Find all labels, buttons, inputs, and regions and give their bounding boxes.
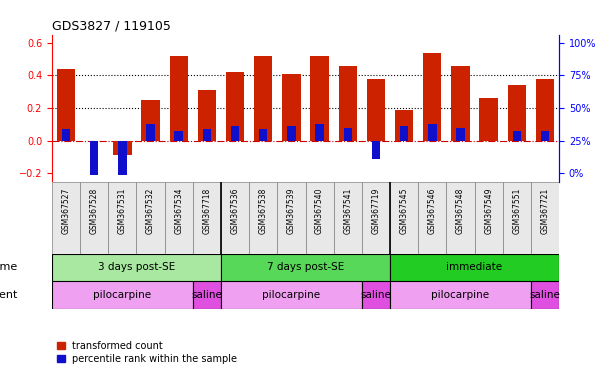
Text: agent: agent: [0, 290, 18, 300]
Legend: transformed count, percentile rank within the sample: transformed count, percentile rank withi…: [57, 341, 237, 364]
Text: saline: saline: [530, 290, 560, 300]
Text: GSM367527: GSM367527: [62, 187, 70, 234]
Bar: [508, 85, 526, 141]
Text: saline: saline: [360, 290, 392, 300]
Bar: [175, 131, 183, 141]
Text: pilocarpine: pilocarpine: [262, 290, 321, 300]
Text: GSM367548: GSM367548: [456, 187, 465, 234]
Bar: [395, 110, 413, 141]
Bar: [334, 182, 362, 253]
Bar: [108, 182, 136, 253]
Text: time: time: [0, 262, 18, 272]
Bar: [390, 182, 418, 253]
Bar: [193, 281, 221, 309]
Bar: [52, 182, 80, 253]
Bar: [310, 56, 329, 141]
Text: GSM367549: GSM367549: [484, 187, 493, 234]
Bar: [306, 182, 334, 253]
Text: GSM367534: GSM367534: [174, 187, 183, 234]
Bar: [254, 56, 273, 141]
Bar: [198, 90, 216, 141]
Bar: [259, 129, 268, 141]
Bar: [367, 79, 385, 141]
Bar: [57, 69, 75, 141]
Bar: [531, 281, 559, 309]
Text: GSM367536: GSM367536: [230, 187, 240, 234]
Bar: [231, 126, 240, 141]
Bar: [193, 182, 221, 253]
Text: immediate: immediate: [447, 262, 503, 272]
Text: pilocarpine: pilocarpine: [431, 290, 489, 300]
Bar: [343, 128, 352, 141]
Bar: [362, 281, 390, 309]
Bar: [338, 66, 357, 141]
Bar: [480, 98, 498, 141]
Text: GSM367546: GSM367546: [428, 187, 437, 234]
Text: GSM367719: GSM367719: [371, 187, 381, 234]
Bar: [513, 131, 521, 141]
Text: GSM367718: GSM367718: [202, 187, 211, 233]
Bar: [52, 253, 221, 281]
Bar: [170, 56, 188, 141]
Bar: [221, 182, 249, 253]
Bar: [282, 74, 301, 141]
Bar: [503, 182, 531, 253]
Bar: [423, 53, 441, 141]
Bar: [118, 141, 126, 175]
Text: GSM367539: GSM367539: [287, 187, 296, 234]
Text: GSM367551: GSM367551: [512, 187, 521, 234]
Bar: [428, 124, 436, 141]
Text: 7 days post-SE: 7 days post-SE: [267, 262, 344, 272]
Bar: [136, 182, 164, 253]
Bar: [164, 182, 193, 253]
Bar: [221, 253, 390, 281]
Text: GSM367531: GSM367531: [118, 187, 127, 234]
Bar: [221, 281, 362, 309]
Bar: [452, 66, 470, 141]
Bar: [447, 182, 475, 253]
Bar: [390, 281, 531, 309]
Bar: [226, 72, 244, 141]
Text: GSM367528: GSM367528: [90, 187, 99, 233]
Bar: [371, 141, 380, 159]
Text: GSM367532: GSM367532: [146, 187, 155, 234]
Bar: [531, 182, 559, 253]
Text: 3 days post-SE: 3 days post-SE: [98, 262, 175, 272]
Bar: [249, 182, 277, 253]
Bar: [418, 182, 447, 253]
Text: GSM367545: GSM367545: [400, 187, 409, 234]
Bar: [315, 124, 324, 141]
Bar: [400, 126, 408, 141]
Text: GSM367540: GSM367540: [315, 187, 324, 234]
Bar: [52, 281, 193, 309]
Bar: [456, 128, 465, 141]
Bar: [287, 126, 296, 141]
Bar: [541, 131, 549, 141]
Bar: [146, 124, 155, 141]
Text: saline: saline: [191, 290, 222, 300]
Bar: [277, 182, 306, 253]
Bar: [390, 253, 559, 281]
Bar: [362, 182, 390, 253]
Bar: [141, 100, 159, 141]
Bar: [475, 182, 503, 253]
Bar: [203, 129, 211, 141]
Bar: [80, 182, 108, 253]
Bar: [90, 141, 98, 175]
Text: GDS3827 / 119105: GDS3827 / 119105: [52, 19, 171, 32]
Text: GSM367538: GSM367538: [258, 187, 268, 234]
Text: GSM367541: GSM367541: [343, 187, 353, 234]
Text: GSM367721: GSM367721: [541, 187, 549, 233]
Bar: [536, 79, 554, 141]
Text: pilocarpine: pilocarpine: [93, 290, 152, 300]
Bar: [62, 129, 70, 141]
Bar: [113, 141, 131, 156]
